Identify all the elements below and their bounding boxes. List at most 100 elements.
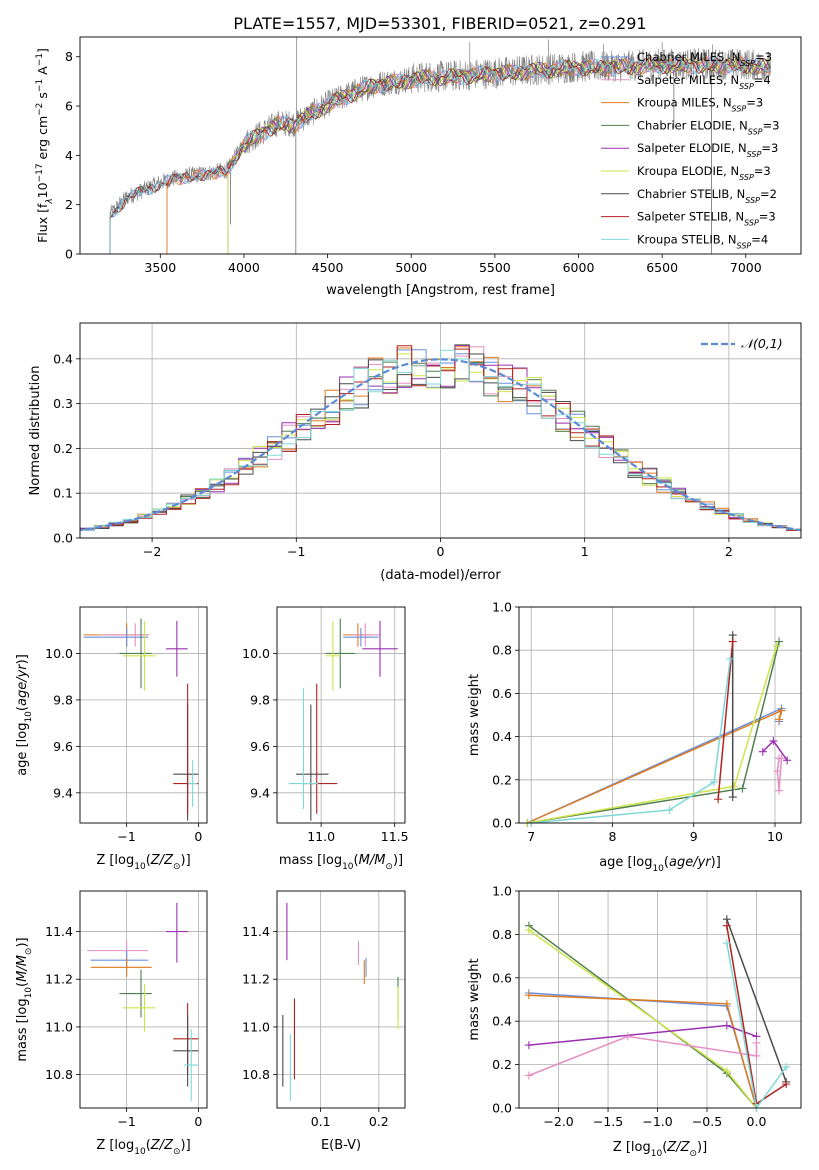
legend-text: =3 <box>754 164 771 178</box>
label-part: ( <box>146 1138 151 1153</box>
legend-entry: Kroupa MILES, NSSP=3 <box>637 96 763 114</box>
x-tick-label: −2.0 <box>543 1114 573 1129</box>
y-tick-label: 4 <box>65 148 73 163</box>
weight-series-line <box>526 641 780 824</box>
y-tick-label: 8 <box>65 49 73 64</box>
weight-point-marker <box>775 786 784 795</box>
label-part: )] <box>15 937 30 947</box>
label-part: ( <box>664 855 669 870</box>
weight-point-marker <box>623 1032 632 1041</box>
weight-point-marker <box>772 641 781 650</box>
weight-point-marker <box>775 715 784 724</box>
model-spectrum-line <box>109 56 771 254</box>
x-axis-label: age [log10(age/yr)] <box>599 855 721 874</box>
x-tick-label: −0.5 <box>692 1114 722 1129</box>
weight-point-marker <box>738 784 747 793</box>
label-part: ( <box>354 853 359 868</box>
legend-text: Chabrier STELIB, N <box>637 187 745 201</box>
axes-frame <box>276 606 406 824</box>
label-part: ( <box>662 1140 667 1155</box>
y-label-part: −1 <box>35 79 45 92</box>
weight-series-line <box>717 641 734 800</box>
legend-text: Salpeter MILES, N <box>637 73 739 87</box>
y-tick-label: 0.0 <box>53 531 73 546</box>
y-tick-label: 11.2 <box>242 972 270 987</box>
label-part: Z [log <box>613 1140 651 1155</box>
label-part: mass [log <box>279 853 342 868</box>
y-axis-label: age [log10(age/yr)] <box>15 654 34 776</box>
weight-series-line <box>528 925 758 1109</box>
weight-plot-area <box>523 631 792 827</box>
legend-entry: Salpeter STELIB, NSSP=3 <box>637 210 776 228</box>
y-tick-label: 9.8 <box>250 692 270 707</box>
weight-point-marker <box>722 999 731 1008</box>
label-italic: age/yr <box>669 855 712 870</box>
weight-point-marker <box>665 806 674 815</box>
y-tick-label: 0.0 <box>492 816 512 831</box>
y-tick-label: 0.8 <box>492 927 512 942</box>
y-label-part: s <box>35 92 50 103</box>
spectrum-panel: 3500 4000 4500 5000 5500 6000 6500 7000 0 2 4 6 8 Cha… <box>35 36 802 298</box>
label-subscript: ⊙ <box>173 1147 181 1157</box>
weight-point-marker <box>524 1071 533 1080</box>
x-tick-label: −2 <box>143 544 161 559</box>
weight-point-marker <box>524 1041 533 1050</box>
y-label-part: A <box>35 66 50 79</box>
y-tick-label: 0.4 <box>492 729 512 744</box>
y-tick-label: 2 <box>65 197 73 212</box>
y-label-part: 10 <box>35 182 50 198</box>
y-label-part: −17 <box>35 163 45 182</box>
histogram-plot-area <box>80 344 801 533</box>
legend-text: =3 <box>759 210 776 224</box>
y-tick-label: 11.0 <box>242 1019 270 1034</box>
weight-point-marker <box>752 1038 761 1047</box>
weight-series-line <box>526 709 783 824</box>
x-axis-label: Z [log10(Z/Z⊙)] <box>96 853 190 872</box>
x-tick-label: 4000 <box>228 260 260 275</box>
y-label-part: λ <box>45 198 55 204</box>
y-tick-label: 0.6 <box>492 686 512 701</box>
weight-point-marker <box>777 706 786 715</box>
legend-text: =4 <box>751 232 768 246</box>
x-tick-label: 11.5 <box>381 829 409 844</box>
mass-vs-extinction-panel: 0.1 0.2 10.8 11.0 11.2 11.4 E(B-V) <box>242 890 406 1153</box>
y-axis-label: mass [log10(M/M⊙)] <box>15 937 34 1061</box>
y-axis-label: mass weight <box>467 674 482 756</box>
x-tick-label: 6000 <box>563 260 595 275</box>
weight-point-marker <box>782 1080 791 1089</box>
legend-sub: SSP <box>747 150 762 159</box>
weight-series-line <box>528 929 758 1109</box>
label-subscript: 10 <box>651 1149 663 1159</box>
y-tick-label: 0.1 <box>53 486 73 501</box>
spectrum-plot-area <box>109 37 771 254</box>
y-tick-label: 10.0 <box>242 646 270 661</box>
legend-entry: Kroupa ELODIE, NSSP=3 <box>637 164 771 182</box>
legend-text: =3 <box>746 96 763 110</box>
weight-point-marker <box>714 795 723 804</box>
x-tick-label: 0.1 <box>311 1114 331 1129</box>
legend-text: =3 <box>755 50 772 64</box>
x-axis-label: Z [log10(Z/Z⊙)] <box>96 1138 190 1157</box>
y-tick-label: 9.4 <box>53 785 73 800</box>
label-part: age [log <box>15 723 30 776</box>
x-tick-label: 5000 <box>395 260 427 275</box>
x-tick-label: 5500 <box>479 260 511 275</box>
y-tick-label: 0.2 <box>53 441 73 456</box>
legend-text: Kroupa ELODIE, N <box>637 164 739 178</box>
weight-series-line <box>776 758 783 791</box>
legend-sub: SSP <box>739 81 754 90</box>
axes-frame <box>79 36 802 255</box>
weight-point-marker <box>710 777 719 786</box>
label-part: ( <box>15 706 30 711</box>
legend-entry: Chabrier MILES, NSSP=3 <box>637 50 772 68</box>
label-part: ( <box>15 982 30 987</box>
label-subscript: 10 <box>24 987 34 999</box>
y-tick-label: 0 <box>65 247 73 262</box>
y-tick-label: 6 <box>65 99 73 114</box>
x-tick-label: 11.0 <box>307 829 335 844</box>
legend-text: Kroupa MILES, N <box>637 96 732 110</box>
x-tick-label: 0 <box>194 1114 202 1129</box>
errorbar-plot-area <box>288 618 398 821</box>
weight-point-marker <box>782 1062 791 1071</box>
legend-text: Chabrier ELODIE, N <box>637 118 748 132</box>
